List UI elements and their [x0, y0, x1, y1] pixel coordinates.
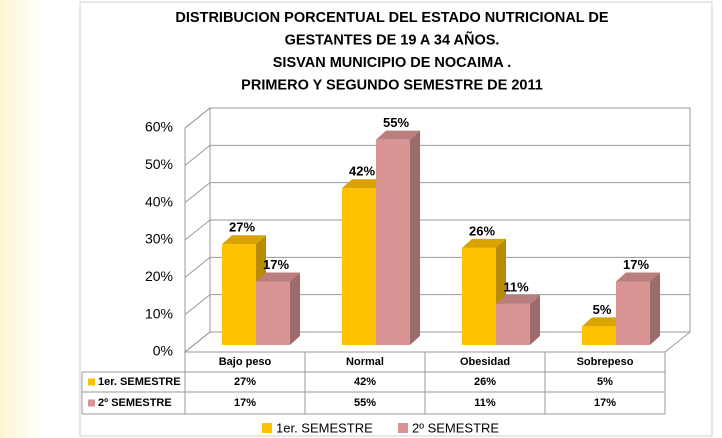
title-line: SISVAN MUNICIPIO DE NOCAIMA .	[273, 55, 511, 71]
data-label: 11%	[503, 279, 529, 294]
bar	[496, 303, 530, 345]
title-line: GESTANTES DE 19 A 34 AÑOS.	[285, 30, 500, 48]
bar	[462, 247, 496, 345]
y-tick-label: 10%	[145, 305, 173, 321]
bar-side	[410, 130, 420, 345]
data-label: 5%	[593, 302, 612, 317]
grid-line	[184, 256, 690, 278]
background-glow	[0, 0, 40, 438]
legend-key	[262, 423, 272, 433]
data-label: 26%	[469, 223, 495, 238]
table-header: Obesidad	[460, 356, 510, 368]
bar-top	[222, 235, 266, 245]
table-header: Bajo peso	[219, 356, 272, 368]
bar	[376, 139, 410, 345]
grid-line	[184, 182, 690, 204]
grid-line	[184, 219, 690, 241]
bar	[616, 281, 650, 345]
bar-top	[342, 179, 386, 189]
y-tick-label: 60%	[145, 119, 173, 135]
bar-top	[582, 317, 626, 327]
table-cell: 55%	[354, 397, 376, 409]
bar-top	[616, 272, 660, 282]
title-line: DISTRIBUCION PORCENTUAL DEL ESTADO NUTRI…	[175, 10, 608, 26]
legend-label: 1er. SEMESTRE	[276, 420, 373, 435]
table-cell: 42%	[354, 376, 376, 388]
table-cell: 27%	[234, 376, 256, 388]
data-label: 42%	[349, 164, 375, 179]
y-tick-label: 40%	[145, 193, 173, 209]
bar-side	[530, 294, 540, 345]
grid-line	[184, 107, 690, 129]
title-line: PRIMERO Y SEGUNDO SEMESTRE DE 2011	[241, 77, 543, 93]
bar-top	[496, 294, 540, 304]
chart-title: DISTRIBUCION PORCENTUAL DEL ESTADO NUTRI…	[175, 10, 608, 94]
table-cell: 26%	[474, 376, 496, 388]
grid-line	[184, 294, 690, 316]
y-tick-label: 20%	[145, 268, 173, 284]
grid-line	[184, 144, 690, 166]
table-row-label: 2º SEMESTRE	[98, 397, 172, 409]
bar	[582, 326, 616, 345]
bar-side	[650, 272, 660, 345]
bar-top	[462, 238, 506, 248]
table-legend-key	[88, 378, 95, 386]
bar-top	[256, 272, 300, 282]
data-label: 17%	[623, 257, 649, 272]
table-cell: 11%	[474, 397, 496, 409]
bar	[342, 188, 376, 345]
table-cell: 17%	[234, 397, 256, 409]
y-tick-label: 0%	[153, 343, 173, 359]
table-cell: 17%	[594, 397, 616, 409]
table-header: Sobrepeso	[577, 356, 634, 368]
bar	[256, 281, 290, 345]
data-label: 17%	[263, 257, 289, 272]
table-legend-key	[88, 399, 95, 407]
bar-side	[290, 272, 300, 345]
data-label: 55%	[383, 115, 409, 130]
bar	[222, 244, 256, 345]
data-label: 27%	[229, 220, 255, 235]
table-row-label: 1er. SEMESTRE	[98, 376, 181, 388]
legend-key	[398, 423, 408, 433]
bar-top	[376, 130, 420, 140]
legend-label: 2º SEMESTRE	[412, 420, 499, 435]
table-header: Normal	[346, 356, 384, 368]
table-cell: 5%	[597, 376, 613, 388]
y-tick-label: 50%	[145, 156, 173, 172]
y-tick-label: 30%	[145, 231, 173, 247]
